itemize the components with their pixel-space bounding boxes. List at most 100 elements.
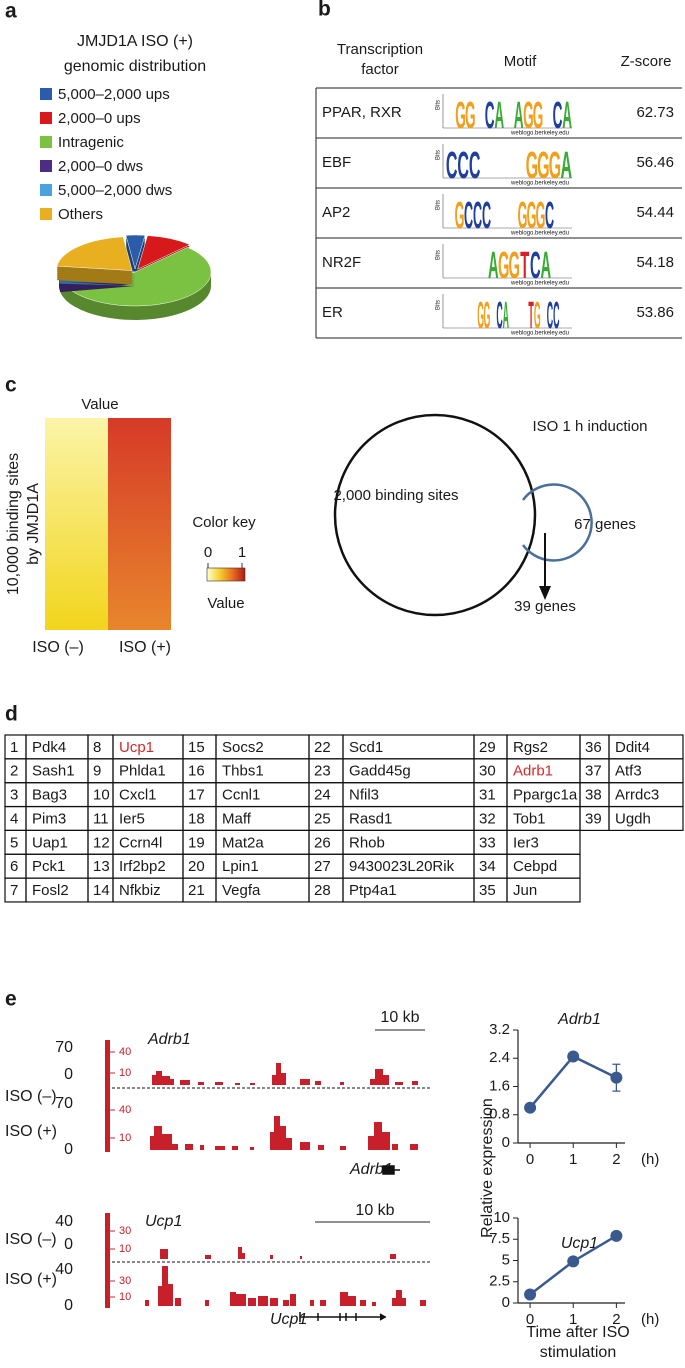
gene-name: Jun: [513, 882, 537, 899]
gene-rank: 23: [314, 763, 331, 780]
logo-axis: Bits: [436, 300, 442, 310]
table-cell: [608, 805, 684, 831]
logo-letter: G: [549, 145, 561, 187]
slice-top: [137, 235, 191, 270]
logo-letter: T: [520, 245, 529, 287]
factor: EBF: [322, 154, 351, 171]
gene-rank: 5: [10, 834, 18, 851]
gene-name: Nfil3: [349, 787, 379, 804]
logo-letter: G: [536, 193, 546, 236]
gene-rank: 28: [314, 882, 331, 899]
signal: [270, 1255, 273, 1259]
scale-tick-label: 40: [55, 1261, 73, 1278]
logo-letter: G: [533, 95, 544, 138]
signal: [300, 1256, 302, 1259]
gene-name: Pdk4: [32, 739, 66, 756]
gene-name: Cxcl1: [119, 787, 157, 804]
y-tick-label: 0: [502, 1294, 510, 1311]
inner-tick-label: 10: [119, 1243, 131, 1255]
gene-name: 9430023L20Rik: [349, 858, 455, 875]
gene-label: Adrb1: [349, 1161, 393, 1178]
gene-name: Thbs1: [222, 763, 264, 780]
gene-rank: 13: [93, 858, 110, 875]
condition-label: ISO (–): [5, 1088, 57, 1105]
y-tick-label: 3.2: [489, 1021, 510, 1038]
logo-letter: A: [503, 294, 509, 337]
signal: [392, 1298, 396, 1306]
gene-name: Uap1: [32, 834, 68, 851]
legend-swatch: [40, 184, 52, 196]
scale-tick-label: 0: [64, 1236, 73, 1253]
logo-letter: A: [560, 145, 572, 187]
logo-letter: C: [473, 193, 482, 236]
gene-model: [299, 1312, 387, 1322]
heatmap-column-label: ISO (–): [32, 639, 84, 656]
signal: [281, 1073, 286, 1085]
signal: [162, 1076, 170, 1085]
signal: [420, 1300, 426, 1306]
gene-name: Ier5: [119, 810, 145, 827]
condition-label: ISO (–): [5, 1231, 57, 1248]
signal: [370, 1079, 375, 1085]
scale-tick-label: 0: [64, 1141, 73, 1158]
gene-name: Scd1: [349, 739, 383, 756]
gene-name: Gadd45g: [349, 763, 411, 780]
heatmap-title: Value: [81, 396, 118, 413]
color-key-tick-label: 1: [238, 544, 246, 561]
gene-rank: 20: [188, 858, 205, 875]
y-tick-label: 0: [502, 1134, 510, 1151]
gene-name: Socs2: [222, 739, 264, 756]
gene-name: Ppargc1a: [513, 787, 578, 804]
venn-label: 67 genes: [574, 516, 636, 533]
logo-letter: C: [496, 294, 502, 337]
gene-rank: 15: [188, 739, 205, 756]
logo-letter: A: [562, 95, 572, 138]
logo-letter: G: [498, 245, 509, 287]
signal: [215, 1146, 225, 1150]
gene-name: Arrdc3: [615, 787, 659, 804]
chart-title: Ucp1: [561, 1235, 598, 1252]
inner-tick-label: 40: [119, 1046, 131, 1058]
signal: [410, 1144, 418, 1150]
header-z: Z-score: [621, 53, 672, 70]
scale-tick-label: 70: [55, 1095, 73, 1112]
logo-letter: C: [553, 294, 559, 337]
signal: [230, 1292, 236, 1306]
venn-set: [521, 483, 593, 562]
logo-axis: Bits: [436, 150, 442, 160]
signal: [235, 1083, 240, 1085]
logo-letter: A: [488, 245, 499, 287]
signal: [232, 1146, 238, 1150]
gene-name: Adrb1: [513, 763, 553, 780]
signal: [185, 1144, 193, 1150]
x-unit: (h): [641, 1151, 659, 1168]
gene-name: Nfkbiz: [119, 882, 161, 899]
signal: [270, 1132, 274, 1150]
scale-tick-label: 70: [55, 1039, 73, 1056]
gene-rank: 10: [93, 787, 110, 804]
logo-letter: G: [534, 294, 541, 337]
signal: [205, 1255, 211, 1259]
gene-rank: 38: [585, 787, 602, 804]
gene-rank: 8: [93, 739, 101, 756]
factor: ER: [322, 304, 343, 321]
signal: [250, 1083, 255, 1085]
gene-name: Cebpd: [513, 858, 557, 875]
gene-rank: 1: [10, 739, 18, 756]
x-tick-label: 1: [569, 1311, 577, 1328]
logo-letter: C: [482, 193, 491, 236]
y-tick-label: 5: [502, 1251, 510, 1268]
scale-tick-label: 0: [64, 1297, 73, 1314]
legend-swatch: [40, 88, 52, 100]
gene-name: Tob1: [513, 810, 546, 827]
gene-rank: 39: [585, 810, 602, 827]
signal: [290, 1294, 296, 1306]
signal: [383, 1075, 389, 1085]
track-title: Adrb1: [147, 1031, 191, 1048]
signal: [154, 1126, 162, 1150]
signal: [156, 1071, 162, 1085]
y-tick-label: 0.8: [489, 1106, 510, 1123]
z-score: 54.44: [636, 204, 674, 221]
gene-rank: 31: [479, 787, 496, 804]
gene-name: Ier3: [513, 834, 539, 851]
